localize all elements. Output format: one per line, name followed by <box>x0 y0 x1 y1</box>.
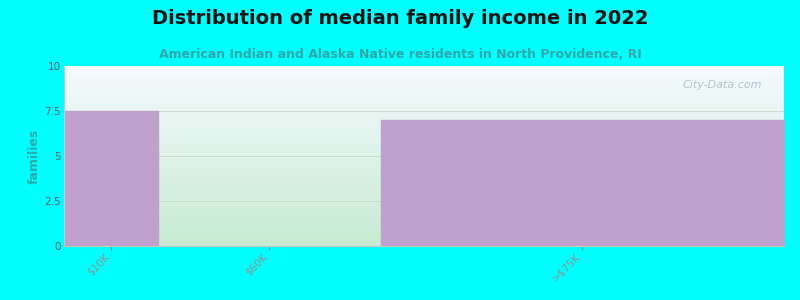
Text: City-Data.com: City-Data.com <box>683 80 762 90</box>
Text: Distribution of median family income in 2022: Distribution of median family income in … <box>152 9 648 28</box>
Y-axis label: families: families <box>27 128 41 184</box>
Text: American Indian and Alaska Native residents in North Providence, RI: American Indian and Alaska Native reside… <box>158 48 642 61</box>
